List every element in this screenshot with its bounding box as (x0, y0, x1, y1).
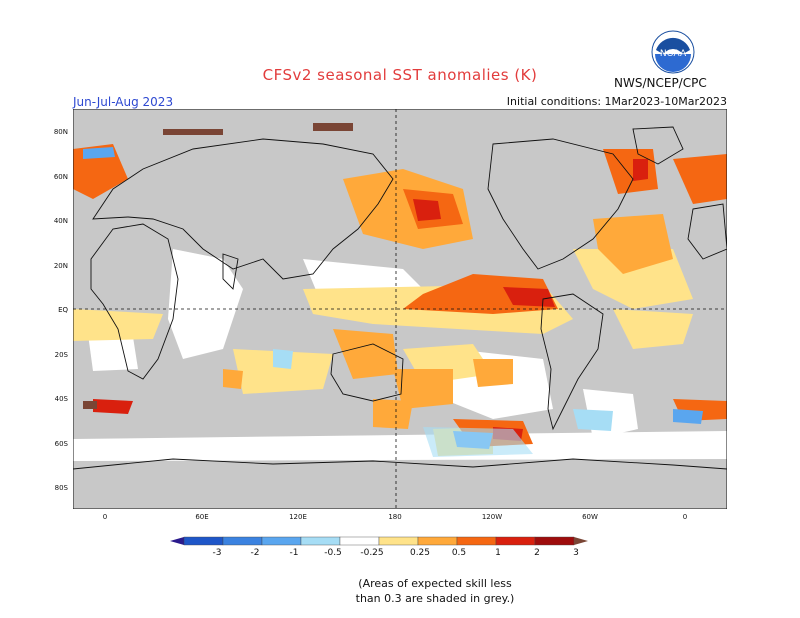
lon-label-0-right: 0 (682, 513, 688, 521)
colorbar-swatch (300, 536, 341, 546)
lat-label-40s: 40S (54, 395, 68, 403)
map-title: CFSv2 seasonal SST anomalies (K) (262, 66, 538, 84)
season-label: Jun-Jul-Aug 2023 (73, 95, 174, 109)
skill-note-line-1: (Areas of expected skill less (358, 577, 512, 590)
sst-anomaly-map (73, 109, 727, 509)
noaa-logo: NOAA (651, 30, 695, 74)
coastlines (73, 126, 727, 470)
colorbar-swatch (378, 536, 419, 546)
agency-label: NWS/NCEP/CPC (614, 76, 707, 90)
colorbar (170, 536, 588, 546)
colorbar-swatch (261, 536, 302, 546)
colorbar-label: -0.5 (324, 548, 342, 558)
colorbar-label: 0.25 (409, 548, 431, 558)
colorbar-label: 0.5 (451, 548, 467, 558)
colorbar-label: -3 (212, 548, 222, 558)
colorbar-right-arrow (574, 537, 588, 545)
colorbar-swatch (417, 536, 458, 546)
colorbar-swatch (534, 536, 575, 546)
initial-conditions-label: Initial conditions: 1Mar2023-10Mar2023 (506, 95, 727, 108)
colorbar-swatch (222, 536, 263, 546)
lat-label-20s: 20S (54, 351, 68, 359)
colorbar-swatch (456, 536, 497, 546)
colorbar-label: 1 (495, 548, 501, 558)
skill-note: (Areas of expected skill less than 0.3 a… (0, 576, 800, 606)
lat-label-60s: 60S (54, 440, 68, 448)
lat-label-40n: 40N (53, 217, 68, 225)
colorbar-left-arrow (170, 537, 184, 545)
colorbar-label: 3 (573, 548, 579, 558)
colorbar-swatch (339, 536, 380, 546)
moderate-warm-anomalies (223, 169, 673, 429)
colorbar-swatch (183, 536, 224, 546)
logo-text: NOAA (660, 49, 687, 59)
colorbar-swatch (495, 536, 536, 546)
lat-label-eq: EQ (58, 306, 68, 314)
lon-label-180: 180 (388, 513, 402, 521)
lon-label-120e: 120E (289, 513, 307, 521)
colorbar-label: -2 (250, 548, 260, 558)
lon-label-120w: 120W (481, 513, 503, 521)
lon-label-60w: 60W (582, 513, 598, 521)
lat-label-60n: 60N (53, 173, 68, 181)
colorbar-label: 2 (534, 548, 540, 558)
colorbar-label: -1 (289, 548, 299, 558)
lon-label-60e: 60E (195, 513, 209, 521)
lat-label-20n: 20N (53, 262, 68, 270)
lat-label-80s: 80S (54, 484, 68, 492)
weak-cool-anomalies (273, 349, 613, 457)
colorbar-label: -0.25 (360, 548, 384, 558)
skill-note-line-2: than 0.3 are shaded in grey.) (355, 592, 515, 605)
lon-label-0: 0 (102, 513, 108, 521)
lat-label-80n: 80N (53, 128, 68, 136)
extreme-warm-anomalies (83, 123, 353, 409)
